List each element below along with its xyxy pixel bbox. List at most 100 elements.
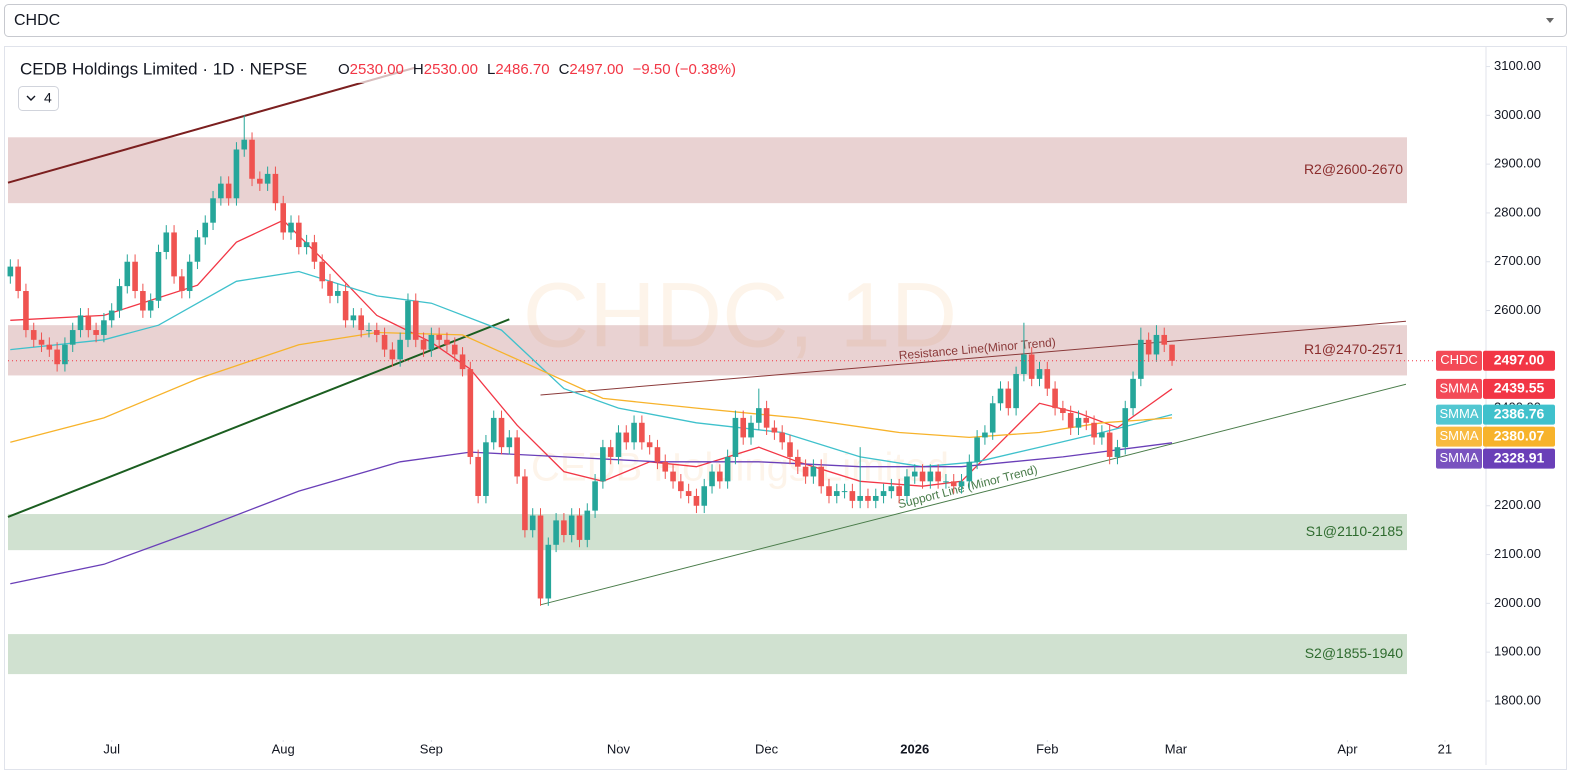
- candle-body: [334, 291, 341, 296]
- price-tag-name: SMMA: [1440, 450, 1479, 465]
- price-tag-value: 2386.76: [1494, 405, 1545, 421]
- candle-body: [264, 173, 271, 184]
- candle-body: [880, 491, 887, 496]
- price-tag: [1483, 350, 1555, 371]
- candle-body: [163, 232, 170, 252]
- zone: [8, 137, 1407, 204]
- candle-body: [186, 261, 193, 292]
- candle-body: [872, 495, 879, 501]
- candle-body: [818, 466, 824, 487]
- legend-key: L: [487, 61, 495, 78]
- candle-body: [1005, 388, 1012, 409]
- candle-body: [54, 349, 60, 365]
- x-tick-label: Mar: [1165, 741, 1188, 756]
- candle-body: [1028, 354, 1035, 379]
- price-tag-value: 2380.07: [1494, 427, 1545, 443]
- price-tag-value: 2497.00: [1494, 352, 1545, 368]
- candle-body: [904, 476, 910, 496]
- candle-body: [654, 447, 661, 462]
- candle-body: [553, 520, 559, 545]
- candle-body: [631, 422, 637, 443]
- candle-body: [740, 417, 747, 438]
- y-tick-label: 1900.00: [1494, 644, 1541, 659]
- candle-body: [506, 437, 513, 448]
- price-tag-name-bg: [1436, 378, 1482, 399]
- candle-body: [108, 310, 115, 321]
- candle-body: [46, 344, 53, 350]
- price-tag-name-bg: [1436, 426, 1482, 447]
- legend-key: O: [338, 61, 350, 78]
- candle-body: [1153, 334, 1160, 355]
- candle-body: [841, 491, 848, 493]
- price-tag: [1483, 404, 1555, 425]
- smma-line: [10, 331, 1173, 443]
- x-tick-label: Dec: [755, 741, 779, 756]
- candle-body: [1067, 413, 1074, 428]
- candle-body: [233, 149, 240, 199]
- smma-line: [10, 442, 1173, 585]
- price-tag: [1483, 448, 1555, 469]
- candle-body: [444, 339, 450, 345]
- candle-body: [1013, 373, 1019, 409]
- candle-body: [732, 417, 739, 457]
- legend-bg: [14, 57, 754, 83]
- price-tag-name-bg: [1436, 404, 1482, 425]
- candle-body: [288, 222, 294, 233]
- candle-body: [592, 481, 598, 511]
- symbol-dropdown[interactable]: [4, 4, 1567, 37]
- candle-body: [771, 427, 778, 433]
- trend-line: [7, 318, 510, 518]
- symbol-dropdown-text: CHDC: [14, 12, 60, 29]
- y-tick-label: 2000.00: [1494, 595, 1541, 610]
- candle-body: [1130, 378, 1136, 409]
- x-tick-label: Nov: [607, 741, 631, 756]
- chart-card: [4, 46, 1567, 770]
- candle-body: [381, 334, 388, 350]
- legend-value: 2530.00: [350, 61, 404, 78]
- candle-body: [717, 471, 723, 482]
- dropdown-arrow: [1546, 18, 1554, 23]
- indicator-count: 4: [44, 90, 52, 106]
- candle-body: [101, 320, 107, 335]
- candle-body: [241, 139, 248, 150]
- candle-body: [218, 183, 224, 199]
- indicator-toggle[interactable]: [18, 86, 59, 111]
- zone-label: S2@1855-1940: [1305, 645, 1404, 661]
- x-tick-label: Jul: [103, 741, 120, 756]
- candle-body: [561, 520, 567, 536]
- candle-body: [678, 481, 684, 492]
- candle-body: [319, 261, 326, 282]
- candle-body: [467, 369, 474, 457]
- candle-body: [779, 432, 786, 443]
- candle-body: [155, 251, 162, 301]
- y-tick-label: 2900.00: [1494, 156, 1541, 171]
- candle-body: [1044, 369, 1051, 389]
- price-tag: [1483, 426, 1555, 447]
- legend-title: CEDB Holdings Limited · 1D · NEPSE: [20, 59, 307, 78]
- price-tag-value: 2328.91: [1494, 449, 1545, 465]
- trend-line: [7, 66, 417, 184]
- candle-body: [584, 510, 591, 540]
- candle-body: [23, 291, 29, 331]
- candle-body: [537, 515, 544, 599]
- candle-body: [373, 330, 380, 335]
- candle-body: [888, 486, 895, 492]
- price-tag-name: SMMA: [1440, 406, 1479, 421]
- candle-body: [1021, 354, 1027, 374]
- candle-body: [522, 476, 528, 531]
- price-tag-name: SMMA: [1440, 380, 1479, 395]
- candle-body: [296, 222, 302, 248]
- candle-body: [662, 461, 669, 472]
- candle-body: [124, 261, 131, 287]
- trend-line: [540, 383, 1407, 606]
- trend-line: [540, 320, 1406, 396]
- candle-body: [451, 344, 458, 355]
- candle-body: [405, 300, 411, 340]
- y-tick-label: 2100.00: [1494, 546, 1541, 561]
- candle-body: [950, 481, 957, 487]
- candle-body: [147, 300, 154, 311]
- candle-body: [639, 422, 645, 443]
- legend-value: 2530.00: [424, 61, 478, 78]
- price-tag-name: SMMA: [1440, 428, 1479, 443]
- candle-body: [966, 461, 973, 482]
